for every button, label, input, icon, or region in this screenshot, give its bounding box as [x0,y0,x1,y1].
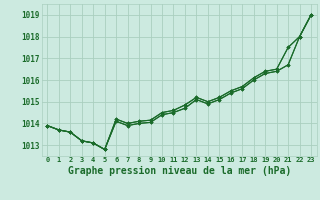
X-axis label: Graphe pression niveau de la mer (hPa): Graphe pression niveau de la mer (hPa) [68,166,291,176]
